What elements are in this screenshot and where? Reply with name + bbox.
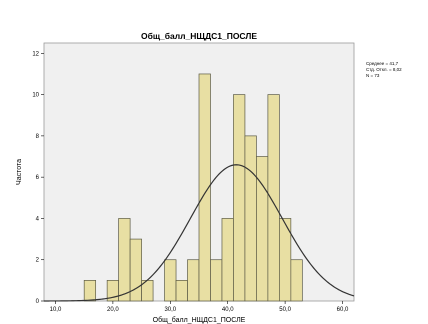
stats-legend: Среднее = 41,7 Стд. Откл. = 8,02 N = 73 [366,61,402,78]
histogram-bar [175,280,188,302]
histogram-bar [129,238,142,302]
histogram-bar [244,135,257,302]
stats-n: N = 73 [366,73,380,78]
y-axis: 0 2 4 6 8 10 12 [32,51,44,305]
y-axis-title: Частота [16,159,23,185]
x-tick-label: 10,0 [50,307,62,313]
histogram-bar [221,218,234,302]
chart-title: Общ_балл_НЩДС1_ПОСЛЕ [141,31,257,41]
histogram-bar [118,218,131,302]
y-tick-label: 12 [32,51,39,57]
normal-curve [44,164,355,302]
histogram-bar [164,259,177,302]
x-tick-label: 30,0 [164,307,176,313]
y-tick-label: 6 [36,175,40,181]
histogram-bar [256,156,269,302]
y-tick-label: 0 [36,299,40,305]
y-tick-label: 2 [36,258,40,264]
y-tick-label: 4 [36,216,40,222]
histogram-bar [198,73,211,302]
x-axis: 10,0 20,0 30,0 40,0 50,0 60,0 [50,301,349,313]
stats-std: Стд. Откл. = 8,02 [366,67,402,72]
x-tick-label: 20,0 [107,307,119,313]
histogram-bar [210,259,223,302]
histogram-bar [187,259,200,302]
histogram-bar [267,94,280,302]
histogram-bar [233,94,246,302]
x-axis-title: Общ_балл_НЩДС1_ПОСЛЕ [153,316,246,324]
bars-group [83,73,303,302]
y-tick-label: 10 [32,93,39,99]
histogram-bar [83,280,97,302]
y-tick-label: 8 [36,134,40,140]
histogram-bar [290,259,303,302]
x-tick-label: 60,0 [337,307,349,313]
stats-mean: Среднее = 41,7 [366,61,399,66]
x-tick-label: 40,0 [222,307,234,313]
x-tick-label: 50,0 [279,307,291,313]
